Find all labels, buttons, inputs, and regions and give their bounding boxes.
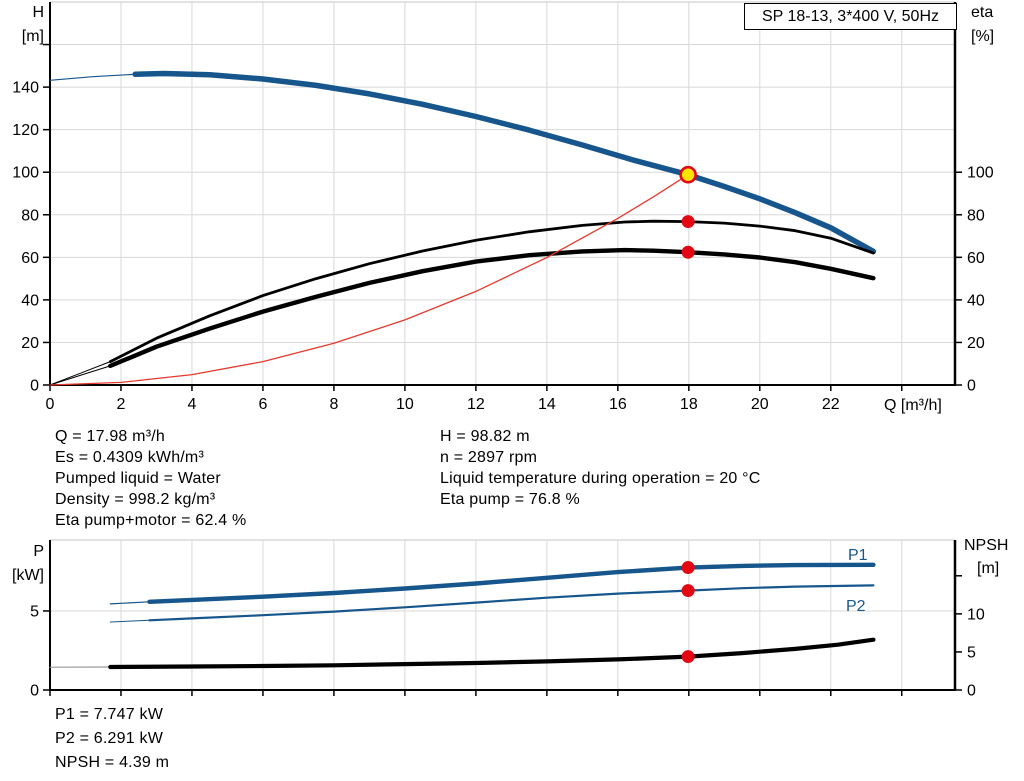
info-line-liquid: Pumped liquid = Water xyxy=(55,470,221,487)
svg-text:20: 20 xyxy=(967,335,985,352)
svg-text:100: 100 xyxy=(12,165,39,182)
p2-curve-label: P2 xyxy=(846,598,866,615)
svg-text:16: 16 xyxy=(609,396,627,413)
svg-text:12: 12 xyxy=(467,396,485,413)
info-line-p1: P1 = 7.747 kW xyxy=(55,706,163,723)
h-axis-label: H xyxy=(32,4,44,21)
info-line-eta-pump-motor: Eta pump+motor = 62.4 % xyxy=(55,512,247,529)
info-line-q: Q = 17.98 m³/h xyxy=(55,428,165,445)
p-axis-unit-label: [kW] xyxy=(12,567,44,584)
svg-text:6: 6 xyxy=(258,396,267,413)
svg-text:100: 100 xyxy=(967,165,994,182)
svg-text:5: 5 xyxy=(967,644,976,661)
svg-text:80: 80 xyxy=(967,207,985,224)
npsh-axis-label: NPSH xyxy=(964,537,1009,554)
npsh-axis-unit-label: [m] xyxy=(977,560,1000,577)
svg-text:10: 10 xyxy=(967,606,985,623)
operating-point-dot xyxy=(681,245,695,259)
info-block-bottom: P1 = 7.747 kW P2 = 6.291 kW NPSH = 4.39 … xyxy=(55,706,169,778)
svg-text:60: 60 xyxy=(21,250,39,267)
info-line-h: H = 98.82 m xyxy=(440,428,530,445)
svg-text:5: 5 xyxy=(30,603,39,620)
eta-axis-label: eta xyxy=(971,4,994,21)
pump-title-text: SP 18-13, 3*400 V, 50Hz xyxy=(761,7,940,25)
h-axis-unit-label: [m] xyxy=(21,28,44,45)
eta-pump-curve xyxy=(108,219,875,363)
head-curve xyxy=(132,70,877,255)
info-line-es: Es = 0.4309 kWh/m³ xyxy=(55,449,204,466)
info-line-temperature: Liquid temperature during operation = 20… xyxy=(440,470,761,487)
svg-text:4: 4 xyxy=(188,396,197,413)
svg-text:14: 14 xyxy=(538,396,556,413)
svg-text:10: 10 xyxy=(396,396,414,413)
svg-text:0: 0 xyxy=(30,378,39,395)
operating-point-dot xyxy=(681,215,695,229)
svg-text:2: 2 xyxy=(117,396,126,413)
operating-point-dot xyxy=(681,650,695,664)
svg-text:18: 18 xyxy=(680,396,698,413)
svg-text:20: 20 xyxy=(21,335,39,352)
svg-text:20: 20 xyxy=(751,396,769,413)
npsh-curve xyxy=(108,637,876,670)
svg-text:40: 40 xyxy=(967,292,985,309)
svg-text:8: 8 xyxy=(329,396,338,413)
svg-text:0: 0 xyxy=(967,683,976,700)
svg-text:120: 120 xyxy=(12,122,39,139)
svg-text:0: 0 xyxy=(967,378,976,395)
head-curve xyxy=(49,73,136,81)
duty-point-marker xyxy=(679,165,697,184)
p2-curve xyxy=(148,584,875,622)
svg-text:0: 0 xyxy=(30,683,39,700)
info-line-npsh: NPSH = 4.39 m xyxy=(55,754,170,771)
eta-axis-unit-label: [%] xyxy=(971,28,995,45)
info-block-right: H = 98.82 m n = 2897 rpm Liquid temperat… xyxy=(440,428,761,512)
q-axis-unit-label: Q [m³/h] xyxy=(884,397,942,414)
svg-text:40: 40 xyxy=(21,292,39,309)
svg-text:60: 60 xyxy=(967,250,985,267)
operating-point-dot xyxy=(681,561,695,575)
svg-text:0: 0 xyxy=(46,396,55,413)
p-axis-label: P xyxy=(33,543,44,560)
eta-pump-motor-curve xyxy=(49,365,111,386)
info-line-eta-pump: Eta pump = 76.8 % xyxy=(440,491,580,508)
info-line-p2: P2 = 6.291 kW xyxy=(55,730,163,747)
info-line-density: Density = 998.2 kg/m³ xyxy=(55,491,216,508)
system-curve xyxy=(49,174,689,386)
p1-curve-label: P1 xyxy=(848,547,868,564)
p1-curve xyxy=(147,562,876,604)
p2-curve xyxy=(109,619,150,623)
operating-point-dot xyxy=(681,584,695,598)
eta-pump-curve xyxy=(49,361,111,386)
svg-text:140: 140 xyxy=(12,80,39,97)
info-line-n: n = 2897 rpm xyxy=(440,449,538,466)
svg-text:22: 22 xyxy=(822,396,840,413)
info-block-left: Q = 17.98 m³/h Es = 0.4309 kWh/m³ Pumped… xyxy=(55,428,246,533)
pump-title-box: SP 18-13, 3*400 V, 50Hz xyxy=(744,3,957,30)
p1-curve xyxy=(109,601,150,605)
eta-pump-motor-curve xyxy=(108,247,876,369)
svg-text:80: 80 xyxy=(21,207,39,224)
